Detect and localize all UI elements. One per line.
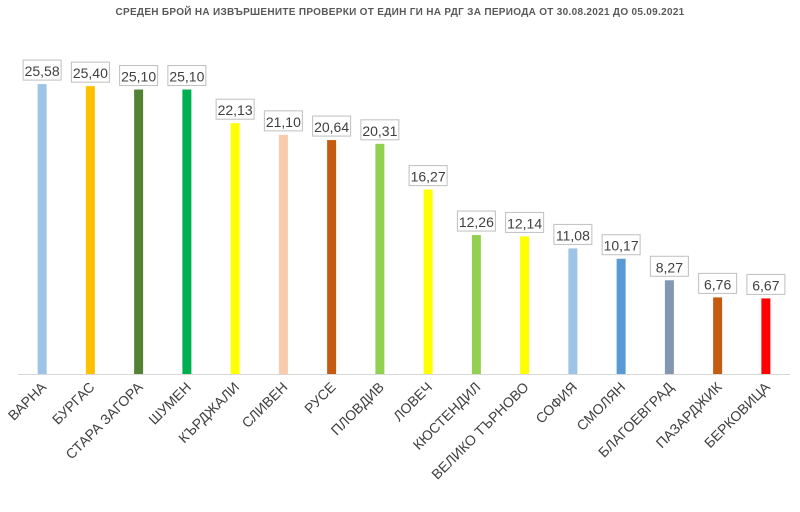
- x-tick-label-4: ШУМЕН: [145, 379, 194, 428]
- data-label-text: 25,10: [169, 69, 204, 85]
- data-label-box: [746, 273, 786, 295]
- data-label-3: 25,10: [119, 65, 159, 87]
- bar-9: [423, 189, 433, 374]
- bar-10: [471, 235, 481, 374]
- data-label-15: 6,76: [698, 272, 738, 294]
- bar-14: [664, 280, 674, 374]
- data-label-box: [649, 255, 689, 277]
- data-label-4: 25,10: [167, 65, 207, 87]
- data-label-text: 25,40: [73, 65, 108, 81]
- data-label-1: 25,58: [22, 59, 62, 81]
- chart-title: СРЕДЕН БРОЙ НА ИЗВЪРШЕНИТЕ ПРОВЕРКИ ОТ Е…: [115, 7, 685, 18]
- data-label-text: 22,13: [218, 102, 253, 118]
- bar-13: [616, 258, 626, 374]
- x-tick-label-8: ПЛОВДИВ: [328, 379, 387, 438]
- bar-4: [182, 89, 192, 375]
- data-label-box: [553, 223, 593, 245]
- data-label-11: 12,14: [505, 211, 545, 233]
- data-label-text: 16,27: [411, 169, 446, 185]
- data-label-text: 25,10: [121, 69, 156, 85]
- data-label-box: [22, 59, 62, 81]
- data-label-box: [167, 65, 207, 87]
- x-tick-label-11: ВЕЛИКО ТЪРНОВО: [428, 379, 532, 483]
- data-label-9: 16,27: [408, 165, 448, 187]
- data-label-text: 6,67: [752, 277, 779, 293]
- data-label-text: 10,17: [604, 238, 639, 254]
- data-label-box: [505, 211, 545, 233]
- x-tick-label-1: ВАРНА: [5, 378, 50, 423]
- bar-5: [230, 123, 240, 375]
- data-label-text: 20,64: [314, 119, 349, 135]
- data-label-5: 22,13: [215, 98, 255, 120]
- bar-1: [37, 84, 47, 375]
- data-label-text: 11,08: [556, 227, 590, 243]
- data-label-6: 21,10: [263, 110, 303, 132]
- data-label-text: 12,26: [459, 214, 494, 230]
- data-label-14: 8,27: [649, 255, 689, 277]
- data-label-text: 8,27: [656, 259, 683, 275]
- data-label-text: 20,31: [362, 123, 397, 139]
- data-label-box: [456, 210, 496, 232]
- data-label-13: 10,17: [601, 234, 641, 256]
- data-label-box: [408, 165, 448, 187]
- bar-12: [568, 248, 578, 374]
- data-label-box: [70, 61, 110, 83]
- bar-8: [375, 143, 385, 374]
- data-label-box: [698, 272, 738, 294]
- bar-6: [278, 134, 288, 374]
- data-label-box: [119, 65, 159, 87]
- data-label-8: 20,31: [360, 119, 400, 141]
- data-label-10: 12,26: [456, 210, 496, 232]
- x-tick-label-2: БУРГАС: [49, 379, 98, 428]
- bar-11: [520, 236, 530, 374]
- data-label-text: 6,76: [704, 276, 731, 292]
- x-tick-label-9: ЛОВЕЧ: [390, 379, 435, 424]
- data-label-box: [360, 119, 400, 141]
- data-label-box: [601, 234, 641, 256]
- bar-16: [761, 298, 771, 374]
- data-label-box: [312, 115, 352, 137]
- data-label-box: [215, 98, 255, 120]
- bar-2: [85, 86, 95, 374]
- data-label-16: 6,67: [746, 273, 786, 295]
- data-label-text: 21,10: [266, 114, 301, 130]
- x-tick-label-6: СЛИВЕН: [238, 379, 290, 431]
- bar-7: [327, 140, 337, 374]
- data-label-12: 11,08: [553, 223, 593, 245]
- data-label-7: 20,64: [312, 115, 352, 137]
- data-label-text: 12,14: [507, 215, 542, 231]
- x-tick-label-12: СОФИЯ: [532, 379, 580, 427]
- bar-3: [134, 89, 144, 375]
- data-label-2: 25,40: [70, 61, 110, 83]
- data-label-box: [263, 110, 303, 132]
- data-label-text: 25,58: [25, 63, 60, 79]
- bar-15: [713, 297, 723, 374]
- x-tick-label-7: РУСЕ: [301, 379, 339, 417]
